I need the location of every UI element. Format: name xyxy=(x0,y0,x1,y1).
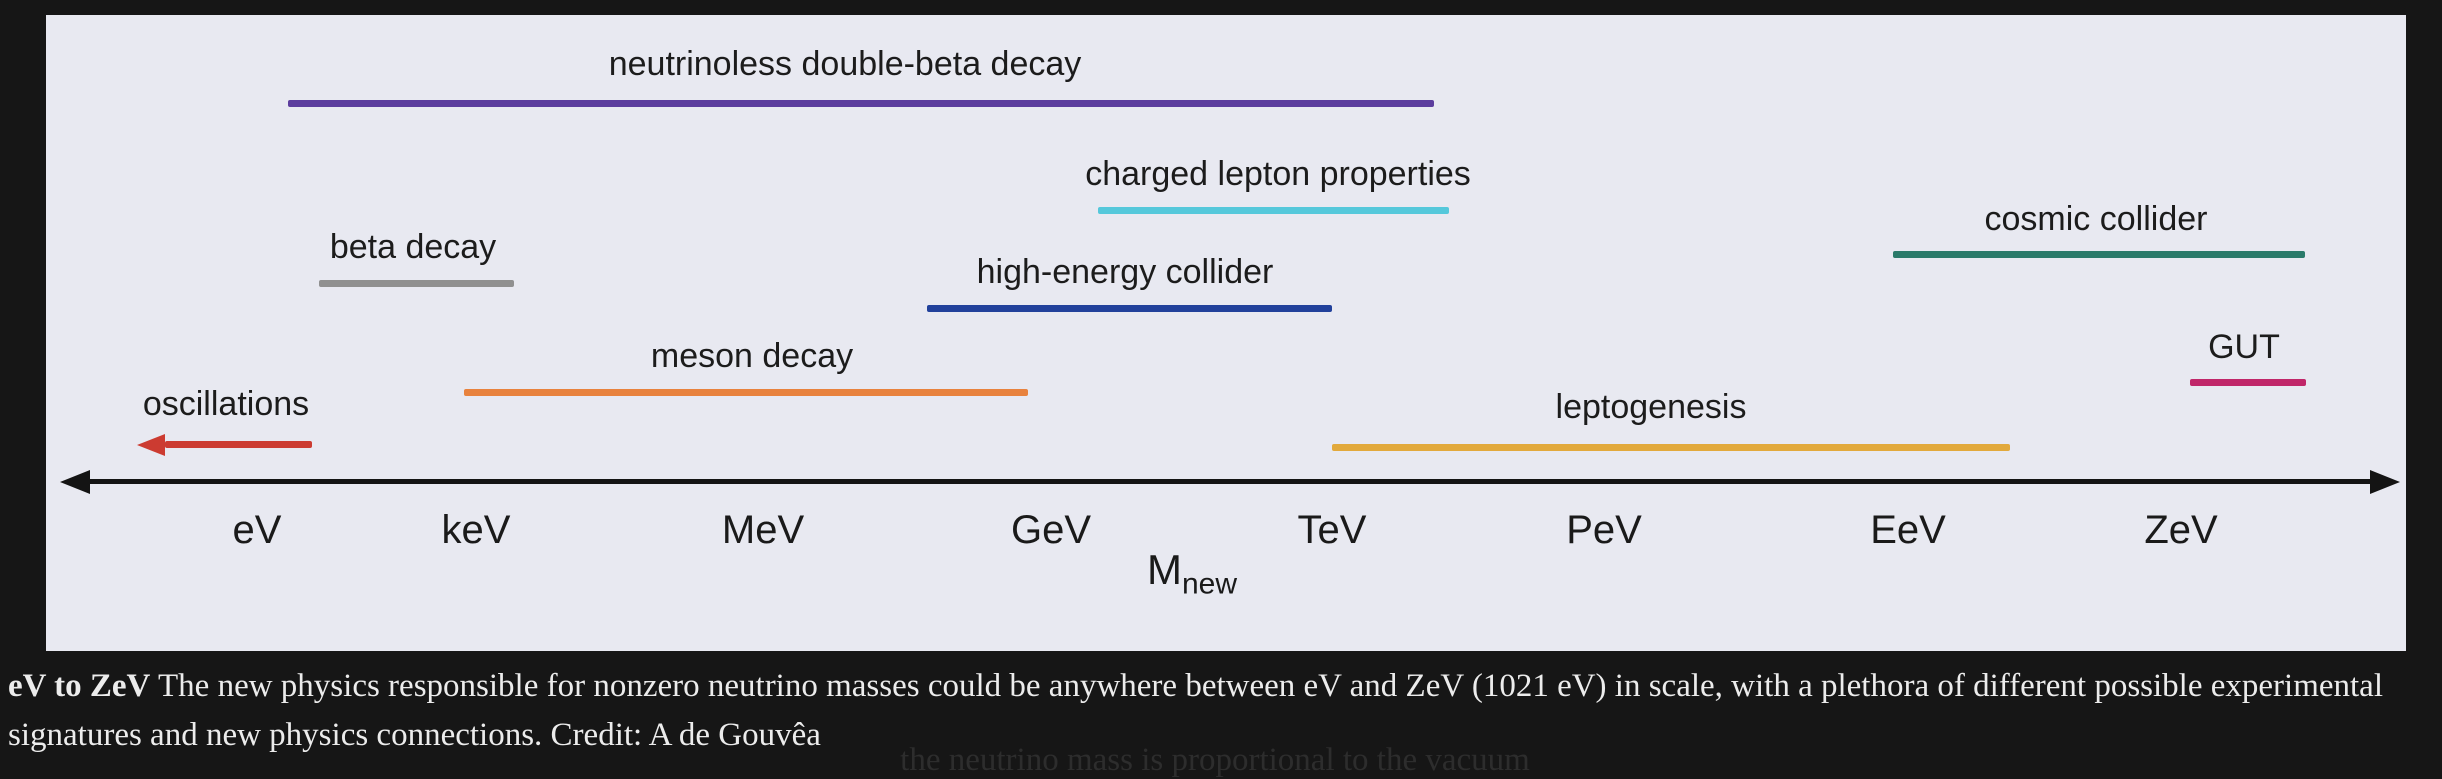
cosmic-collider-line xyxy=(1893,251,2305,258)
high-energy-collider-label: high-energy collider xyxy=(976,253,1274,291)
beta-decay-label: beta decay xyxy=(329,228,497,266)
charged-lepton-properties-label: charged lepton properties xyxy=(1085,155,1471,193)
caption-line1-text: The new physics responsible for nonzero … xyxy=(150,668,2383,704)
oscillations-label: oscillations xyxy=(142,385,310,423)
leptogenesis-label: leptogenesis xyxy=(1555,388,1747,426)
axis-tick-EeV: EeV xyxy=(1870,508,1946,552)
axis-tick-keV: keV xyxy=(441,508,511,552)
axis-unit-label: Mnew xyxy=(1147,546,1237,601)
gut-line xyxy=(2190,379,2306,386)
axis-arrow-left-icon xyxy=(60,470,90,494)
gut-label: GUT xyxy=(2208,328,2280,366)
axis-tick-eV: eV xyxy=(232,508,282,552)
caption-line-2: signatures and new physics connections. … xyxy=(8,717,821,753)
figure-panel xyxy=(46,15,2406,651)
leptogenesis-line xyxy=(1332,444,2010,451)
axis-tick-TeV: TeV xyxy=(1297,508,1367,552)
caption-lead: eV to ZeV xyxy=(8,668,151,704)
meson-decay-label: meson decay xyxy=(650,337,854,375)
oscillations-arrowhead-icon xyxy=(137,434,165,456)
axis-tick-GeV: GeV xyxy=(1010,508,1092,552)
high-energy-collider-line xyxy=(927,305,1332,312)
oscillations-line xyxy=(165,441,312,448)
axis-tick-PeV: PeV xyxy=(1566,508,1642,552)
neutrinoless-double-beta-decay-label: neutrinoless double-beta decay xyxy=(608,45,1082,83)
axis-tick-MeV: MeV xyxy=(721,508,805,552)
figure-caption: eV to ZeV The new physics responsible fo… xyxy=(8,662,2438,760)
scale-axis-line xyxy=(88,479,2372,484)
axis-arrow-right-icon xyxy=(2370,470,2400,494)
axis-unit-main: M xyxy=(1146,546,1182,593)
charged-lepton-properties-line xyxy=(1098,207,1449,214)
caption-line-1: eV to ZeV The new physics responsible fo… xyxy=(8,662,2438,711)
beta-decay-line xyxy=(319,280,514,287)
axis-tick-ZeV: ZeV xyxy=(2144,508,2218,552)
neutrinoless-double-beta-decay-line xyxy=(288,100,1434,107)
meson-decay-line xyxy=(464,389,1028,396)
axis-unit-sub: new xyxy=(1181,567,1238,601)
cosmic-collider-label: cosmic collider xyxy=(1984,200,2208,238)
